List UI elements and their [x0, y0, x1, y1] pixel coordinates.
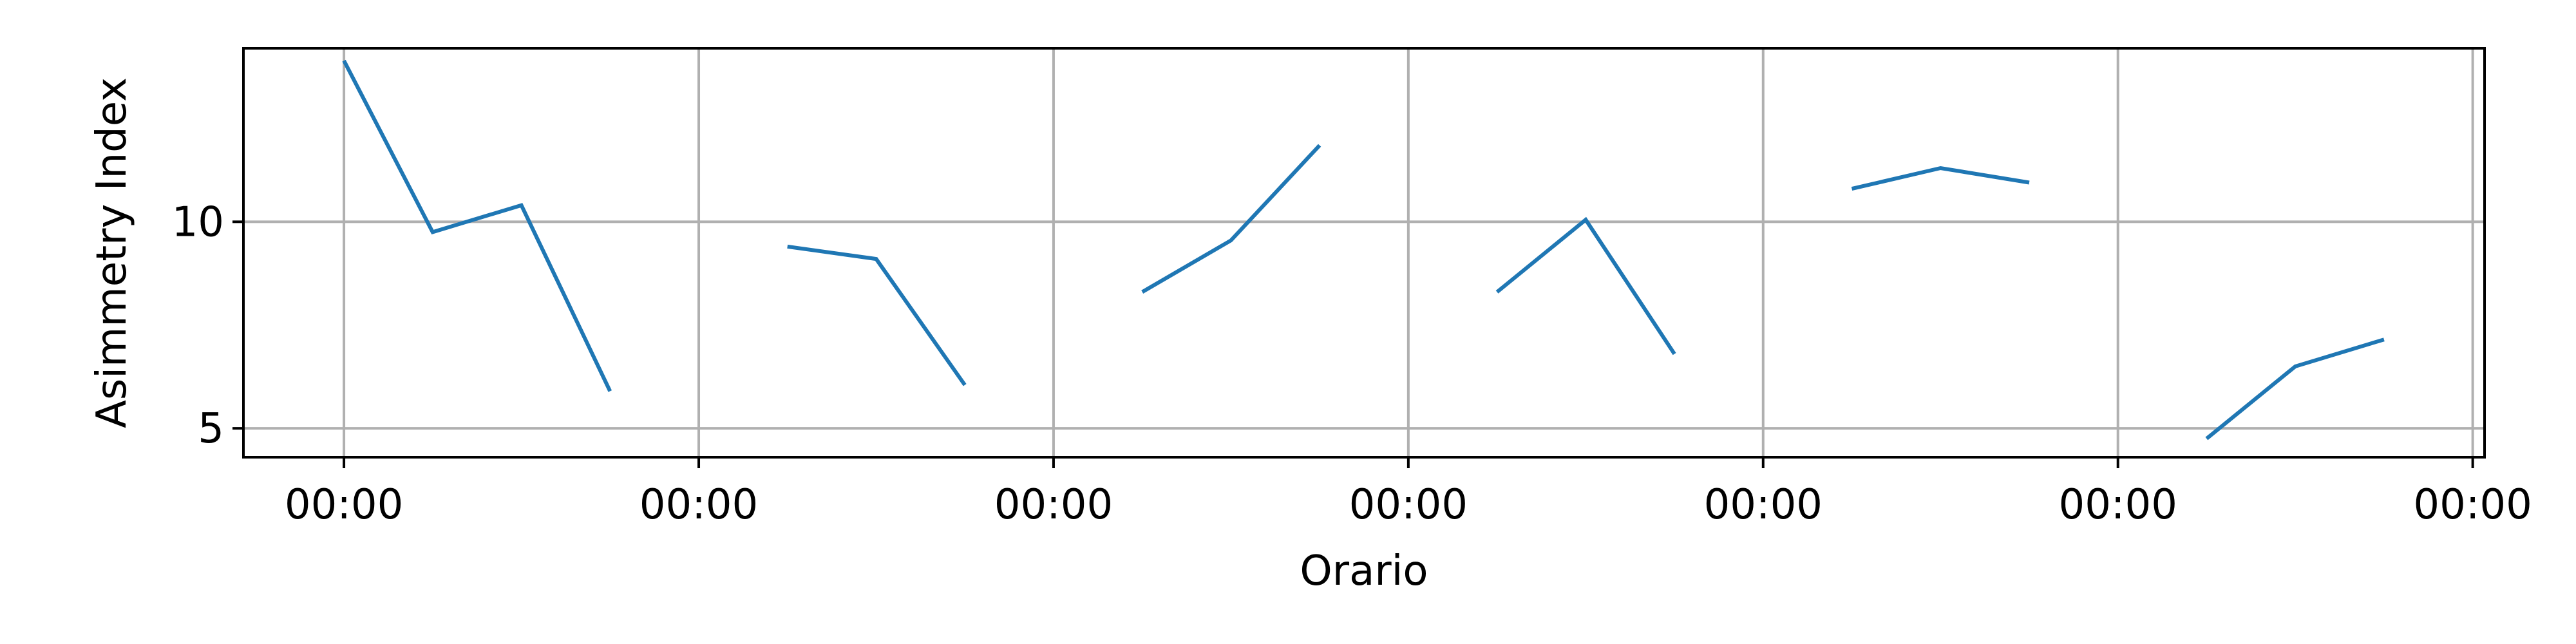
x-tick-label: 00:00: [2058, 481, 2177, 529]
series-lines: [342, 59, 2385, 440]
x-axis-label: Orario: [1300, 547, 1428, 595]
grid-lines: [243, 48, 2485, 457]
series-line-segment: [1851, 166, 2030, 191]
series-line-segment: [2205, 337, 2385, 440]
y-axis-label: Asimmetry Index: [88, 77, 136, 428]
x-tick-label: 00:00: [994, 481, 1113, 529]
y-tick-label: 10: [172, 198, 224, 246]
series-line-segment: [787, 244, 967, 386]
x-tick-label: 00:00: [285, 481, 403, 529]
y-tick-label: 5: [198, 405, 224, 453]
axis-ticks: 00:00 00:00 00:00 00:00 00:00 00:00 00:00 5 10: [172, 198, 2532, 529]
plot-frame: [242, 47, 2486, 459]
x-tick-label: 00:00: [2413, 481, 2532, 529]
series-line-segment: [1495, 216, 1676, 355]
x-tick-label: 00:00: [639, 481, 758, 529]
series-line-segment: [1141, 144, 1321, 294]
series-line-segment: [342, 59, 612, 392]
x-tick-label: 00:00: [1704, 481, 1823, 529]
x-tick-label: 00:00: [1349, 481, 1468, 529]
